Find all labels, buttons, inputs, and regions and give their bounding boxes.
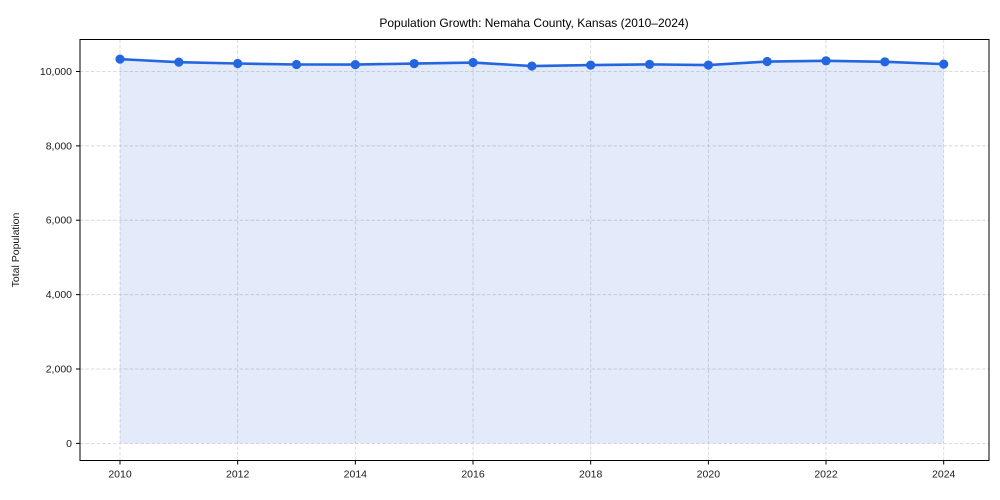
series-layer: [115, 54, 949, 444]
y-tick-label-2000: 2,000: [46, 364, 72, 376]
data-point-2022: [821, 56, 831, 66]
data-point-2018: [586, 60, 596, 70]
area-fill: [120, 59, 944, 444]
data-point-2021: [762, 56, 772, 67]
data-point-2011: [174, 57, 184, 67]
data-point-2019: [644, 59, 655, 69]
data-point-2015: [409, 58, 419, 69]
x-tick-label-2012: 2012: [226, 469, 250, 481]
data-point-2017: [527, 61, 537, 71]
data-point-2023: [880, 57, 890, 67]
x-tick-label-2010: 2010: [108, 469, 132, 481]
data-point-2014: [350, 59, 360, 70]
data-point-2016: [468, 57, 478, 68]
data-point-2024: [939, 59, 949, 69]
y-tick-label-4000: 4,000: [46, 289, 72, 301]
data-point-2010: [115, 54, 125, 64]
data-point-2020: [703, 60, 713, 70]
data-point-2012: [233, 58, 243, 69]
y-tick-label-10000: 10,000: [40, 66, 72, 78]
x-tick-label-2014: 2014: [344, 469, 368, 481]
data-point-2013: [291, 59, 302, 70]
y-tick-label-8000: 8,000: [46, 140, 72, 152]
y-axis-label: Total Population: [10, 212, 22, 287]
axis-layer: 2010 2012 2014 2016 2018 2020 2022 2024 0 2,000 4,…: [40, 39, 990, 481]
chart-title: Population Growth: Nemaha County, Kansas…: [379, 16, 688, 30]
y-tick-label-0: 0: [66, 438, 72, 450]
x-tick-label-2024: 2024: [932, 469, 956, 481]
plot-border: [79, 39, 990, 461]
y-tick-label-6000: 6,000: [46, 215, 72, 227]
x-tick-label-2016: 2016: [461, 469, 485, 481]
x-tick-label-2020: 2020: [697, 469, 721, 481]
x-tick-label-2018: 2018: [579, 469, 603, 481]
grid-layer: [80, 39, 989, 461]
x-tick-label-2022: 2022: [814, 469, 838, 481]
